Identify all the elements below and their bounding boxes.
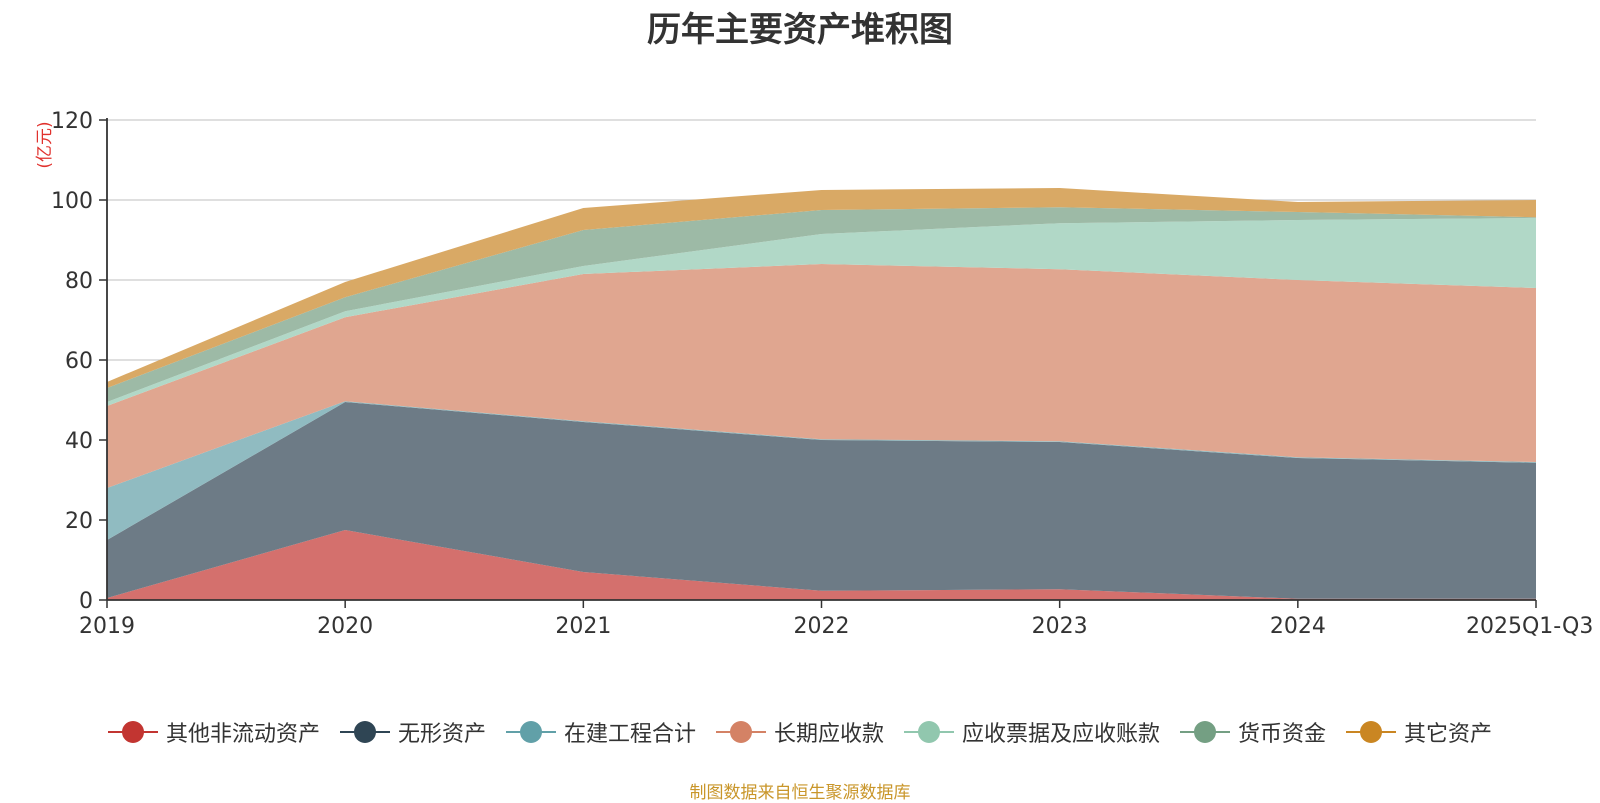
legend-label: 货币资金 [1238,722,1327,747]
y-tick-label: 100 [51,189,93,214]
legend-label: 在建工程合计 [563,722,696,747]
legend-dot [519,721,542,743]
area-series-3 [107,264,1536,488]
legend-symbol [1346,719,1397,745]
x-tick-label: 2025Q1-Q3 [1466,614,1593,639]
x-tick-label: 2021 [555,614,611,639]
y-tick-label: 40 [65,429,93,454]
legend-label: 其它资产 [1404,722,1493,747]
area-series-1 [107,402,1536,599]
legend-dot [918,721,940,743]
legend-item-6[interactable]: 其它资产 [1346,716,1492,748]
legend-item-4[interactable]: 应收票据及应收账款 [904,716,1160,748]
area-series-4 [107,218,1536,406]
y-axis-unit-label: (亿元) [35,121,55,168]
y-tick-label: 80 [65,269,93,294]
x-tick-label: 2020 [317,614,373,639]
x-tick-label: 2019 [79,614,135,639]
legend-label: 长期应收款 [773,722,884,747]
area-series [107,188,1536,600]
legend-symbol [1180,719,1231,745]
legend-item-3[interactable]: 长期应收款 [715,716,884,748]
legend-item-2[interactable]: 在建工程合计 [505,716,696,748]
legend-dot [353,721,376,743]
legend-label: 无形资产 [397,722,486,747]
legend-dot [1194,721,1217,743]
legend-item-0[interactable]: 其他非流动资产 [107,716,320,748]
x-tick-label: 2024 [1270,614,1326,639]
y-tick-label: 0 [79,589,93,614]
x-tick-label: 2022 [794,614,850,639]
legend-symbol [505,719,556,745]
legend-item-1[interactable]: 无形资产 [339,716,486,748]
y-tick-label: 20 [65,509,93,534]
legend-label: 其他非流动资产 [165,722,320,747]
legend-dot [1360,721,1383,743]
legend-item-5[interactable]: 货币资金 [1180,716,1326,748]
x-tick-label: 2023 [1032,614,1088,639]
y-tick-label: 60 [65,349,93,374]
legend-dot [729,721,752,743]
y-tick-label: 120 [51,109,93,134]
axes: 0 20 40 60 80 100 120 2019 2020 2021 2022 2023 2024 2… [51,109,1593,639]
area-series-6 [107,188,1536,388]
legend-dot [121,721,144,743]
legend: 其他非流动资产 无形资产 在建工程合计 长期应收款 应收票据及应收账款 货币资金 其它资产 [0,716,1600,748]
legend-symbol [107,719,158,745]
legend-symbol [339,719,390,745]
source-note: 制图数据来自恒生聚源数据库 [689,783,911,803]
legend-label: 应收票据及应收账款 [962,722,1161,747]
legend-symbol [715,719,766,745]
legend-symbol [904,719,954,745]
chart-title: 历年主要资产堆积图 [647,10,953,50]
stacked-area-chart: 0 20 40 60 80 100 120 2019 2020 2021 2022 2023 2024 2… [35,109,1593,639]
area-series-0 [107,530,1536,600]
